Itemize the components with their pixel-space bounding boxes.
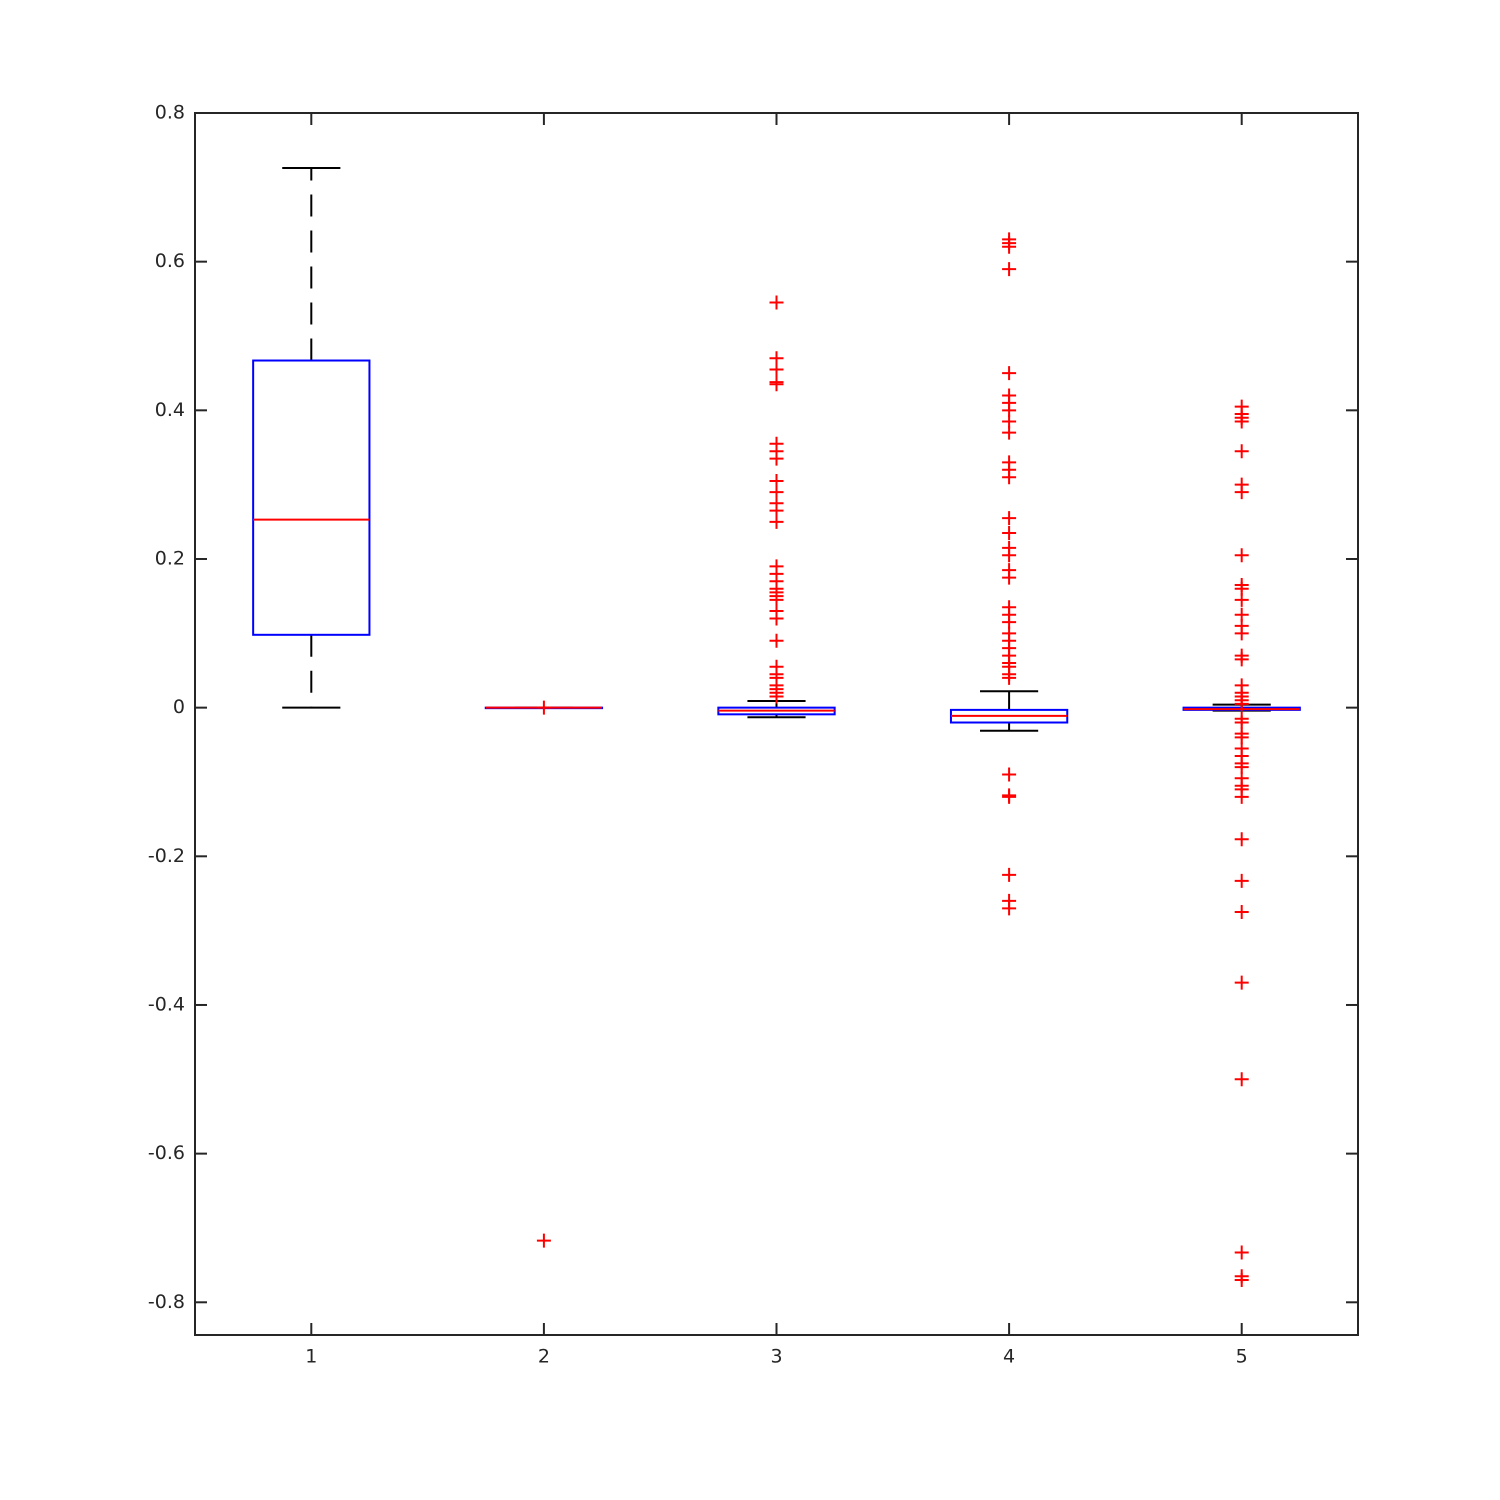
plot-frame: [194, 112, 1359, 1336]
outlier: [1002, 901, 1017, 916]
outlier: [1234, 444, 1249, 459]
outlier: [1002, 570, 1017, 585]
x-tick-label: 1: [305, 1346, 317, 1368]
outlier: [1002, 239, 1017, 254]
x-tick-label: 4: [1003, 1346, 1015, 1368]
outlier: [1234, 905, 1249, 920]
outlier: [1002, 867, 1017, 882]
x-tick-label: 3: [770, 1346, 782, 1368]
outlier: [1002, 525, 1017, 540]
outlier: [1234, 414, 1249, 429]
box: [252, 359, 371, 636]
y-tick-label: -0.4: [148, 993, 185, 1015]
outlier: [1234, 1072, 1249, 1087]
outlier: [1234, 789, 1249, 804]
outlier: [1002, 470, 1017, 485]
outlier: [1234, 696, 1249, 711]
outlier: [1234, 652, 1249, 667]
outlier: [769, 611, 784, 626]
outlier: [769, 514, 784, 529]
x-tick-label: 2: [538, 1346, 550, 1368]
outlier: [1234, 832, 1249, 847]
outlier: [536, 700, 551, 715]
outlier: [1002, 366, 1017, 381]
y-tick-label: 0.4: [155, 399, 185, 421]
y-tick-label: -0.2: [148, 845, 185, 867]
outlier: [536, 1233, 551, 1248]
outlier: [1002, 511, 1017, 526]
outlier: [1234, 626, 1249, 641]
outlier: [1234, 1273, 1249, 1287]
outlier: [1002, 767, 1017, 782]
x-tick-label: 5: [1236, 1346, 1248, 1368]
outlier: [1234, 548, 1249, 563]
outlier: [1002, 548, 1017, 563]
outlier: [1234, 975, 1249, 990]
y-tick-label: -0.6: [148, 1142, 185, 1164]
outlier: [1002, 425, 1017, 440]
outlier: [1234, 1245, 1249, 1260]
outlier: [769, 633, 784, 648]
outlier: [769, 295, 784, 310]
outlier: [1002, 789, 1017, 804]
y-tick-label: 0.2: [155, 547, 185, 569]
outlier: [769, 451, 784, 466]
outlier: [769, 362, 784, 377]
y-tick-label: 0: [173, 696, 185, 718]
y-tick-label: 0.6: [155, 250, 185, 272]
outlier: [1234, 873, 1249, 888]
y-tick-label: -0.8: [148, 1291, 185, 1313]
outlier: [1002, 262, 1017, 277]
outlier: [1002, 670, 1017, 685]
outlier: [769, 377, 784, 392]
outlier: [769, 689, 784, 704]
outlier: [1234, 592, 1249, 607]
y-tick-label: 0.8: [155, 102, 185, 124]
outlier: [1234, 485, 1249, 500]
plot-area: [195, 113, 1358, 1335]
